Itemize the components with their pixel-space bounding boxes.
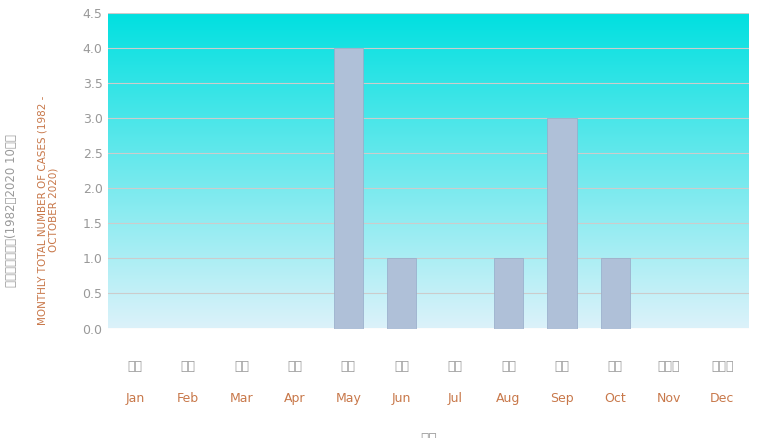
Bar — [494, 258, 523, 328]
Text: Feb: Feb — [177, 392, 199, 405]
Bar — [387, 258, 416, 328]
Bar — [547, 118, 577, 328]
Text: Jun: Jun — [392, 392, 411, 405]
Text: May: May — [335, 392, 361, 405]
Text: Oct: Oct — [604, 392, 626, 405]
Text: 八月: 八月 — [501, 360, 516, 373]
Text: 五月: 五月 — [341, 360, 356, 373]
Text: Dec: Dec — [710, 392, 734, 405]
Text: 十二月: 十二月 — [711, 360, 733, 373]
Text: 六月: 六月 — [394, 360, 409, 373]
Text: 十一月: 十一月 — [658, 360, 680, 373]
Text: Sep: Sep — [550, 392, 574, 405]
Text: 十月: 十月 — [608, 360, 623, 373]
Bar — [334, 48, 363, 328]
Text: Jan: Jan — [125, 392, 144, 405]
Text: 每月總個案數目(1982－2020 10月）: 每月總個案數目(1982－2020 10月） — [5, 134, 18, 287]
Text: 七月: 七月 — [448, 360, 462, 373]
Text: 二月: 二月 — [181, 360, 195, 373]
Text: 九月: 九月 — [554, 360, 570, 373]
Text: Nov: Nov — [656, 392, 681, 405]
Text: Aug: Aug — [496, 392, 521, 405]
Text: 三月: 三月 — [234, 360, 249, 373]
Text: MONTHLY TOTAL NUMBER OF CASES (1982 -
OCTOBER 2020): MONTHLY TOTAL NUMBER OF CASES (1982 - OC… — [37, 95, 59, 325]
Text: 一月: 一月 — [127, 360, 142, 373]
Text: Apr: Apr — [284, 392, 306, 405]
Text: 月份: 月份 — [420, 433, 437, 438]
Text: Jul: Jul — [448, 392, 462, 405]
Text: Mar: Mar — [230, 392, 253, 405]
Bar — [601, 258, 630, 328]
Text: 四月: 四月 — [287, 360, 303, 373]
